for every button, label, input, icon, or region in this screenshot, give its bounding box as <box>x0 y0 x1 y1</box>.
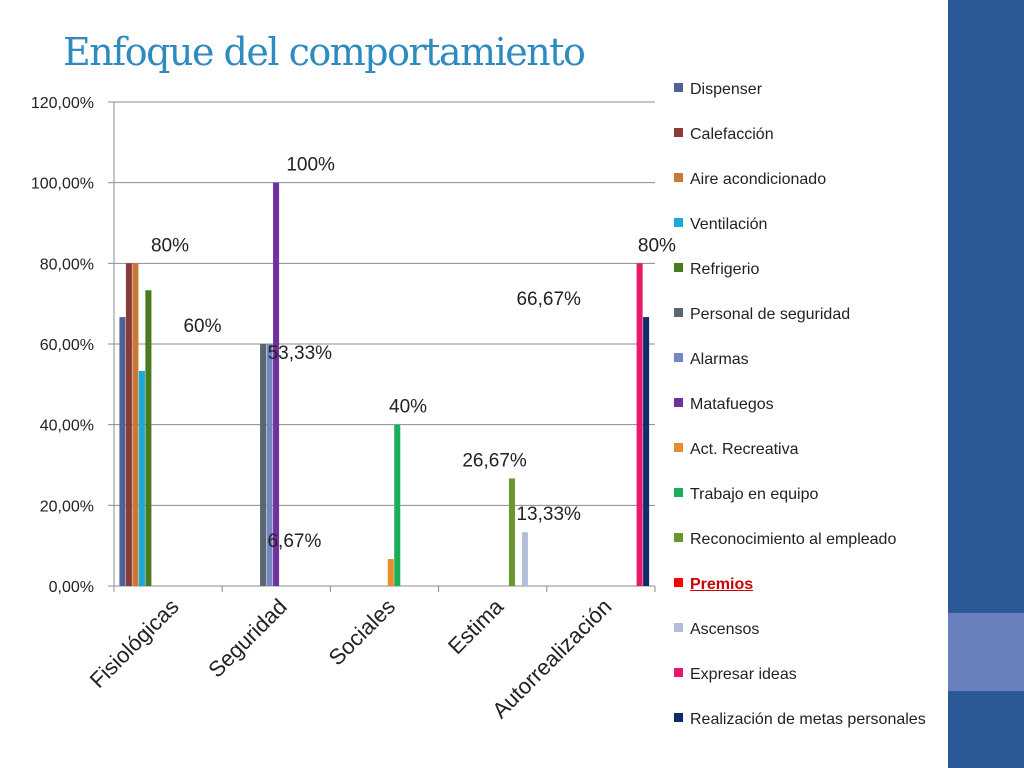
legend-swatch <box>674 578 683 587</box>
legend-swatch <box>674 668 683 677</box>
legend-swatch <box>674 263 683 272</box>
legend-label: Expresar ideas <box>690 666 797 683</box>
legend-label: Reconocimiento al empleado <box>690 531 897 548</box>
legend-item: Aire acondicionado <box>674 168 944 191</box>
data-label: 60% <box>183 316 221 337</box>
data-label: 66,67% <box>516 289 581 310</box>
legend-item: Matafuegos <box>674 393 944 416</box>
legend-label: Premios <box>690 576 754 593</box>
data-label: 100% <box>286 155 335 176</box>
side-decoration-middle <box>948 613 1024 691</box>
bar <box>125 263 132 586</box>
legend-item: Dispenser <box>674 78 944 101</box>
x-category-label: Autorrealización <box>487 594 616 723</box>
legend-item: Ventilación <box>674 213 944 236</box>
data-label: 6,67% <box>267 531 321 552</box>
legend-label: Ascensos <box>690 621 760 638</box>
legend-swatch <box>674 623 683 632</box>
legend-swatch <box>674 218 683 227</box>
bar <box>119 317 126 586</box>
x-category-label: Fisiológicas <box>85 594 184 693</box>
legend-swatch <box>674 83 683 92</box>
side-decoration <box>948 0 1024 768</box>
legend-item: Ascensos <box>674 618 944 641</box>
y-tick-label: 20,00% <box>40 498 94 515</box>
legend-item: Calefacción <box>674 123 944 146</box>
slide-title: Enfoque del comportamiento <box>63 30 586 74</box>
side-decoration-top <box>948 0 1024 613</box>
y-tick-label: 80,00% <box>40 256 94 273</box>
data-label: 26,67% <box>462 450 527 471</box>
legend-swatch <box>674 173 683 182</box>
legend-swatch <box>674 128 683 137</box>
legend-item: Trabajo en equipo <box>674 483 944 506</box>
legend-item: Premios <box>674 573 944 596</box>
legend-label: Personal de seguridad <box>690 306 851 323</box>
x-category-label: Estima <box>443 593 509 659</box>
bar <box>273 182 280 586</box>
legend-swatch <box>674 308 683 317</box>
legend-swatch <box>674 353 683 362</box>
legend-swatch <box>674 533 683 542</box>
legend-label: Refrigerio <box>690 261 760 278</box>
side-decoration-bottom <box>948 691 1024 768</box>
legend-swatch <box>674 713 683 722</box>
x-category-label: Sociales <box>324 594 400 670</box>
y-tick-label: 0,00% <box>49 579 94 596</box>
legend-swatch <box>674 398 683 407</box>
y-tick-label: 60,00% <box>40 337 94 354</box>
legend-swatch <box>674 488 683 497</box>
bar <box>394 424 401 586</box>
bar <box>260 344 267 586</box>
legend-item: Realización de metas personales <box>674 708 944 731</box>
bar <box>387 559 394 586</box>
data-label: 80% <box>638 235 676 256</box>
legend-label: Calefacción <box>690 126 774 143</box>
legend-label: Aire acondicionado <box>690 171 827 188</box>
legend-label: Alarmas <box>690 351 749 368</box>
x-category-label: Seguridad <box>203 594 292 683</box>
data-label: 53,33% <box>268 343 333 364</box>
y-tick-label: 40,00% <box>40 418 94 435</box>
bar <box>521 532 528 586</box>
legend-item: Refrigerio <box>674 258 944 281</box>
legend-item: Reconocimiento al empleado <box>674 528 944 551</box>
bar <box>636 263 643 586</box>
legend-label: Dispenser <box>690 81 763 98</box>
data-label: 13,33% <box>516 504 581 525</box>
bar <box>643 317 650 586</box>
bar <box>132 263 139 586</box>
y-tick-label: 100,00% <box>31 176 94 193</box>
legend-label: Ventilación <box>690 216 768 233</box>
y-tick-label: 120,00% <box>31 95 94 112</box>
bar <box>266 344 273 586</box>
legend-swatch <box>674 443 683 452</box>
bar <box>145 290 152 586</box>
legend-label: Trabajo en equipo <box>690 486 819 503</box>
legend-item: Expresar ideas <box>674 663 944 686</box>
legend-label: Realización de metas personales <box>690 711 926 728</box>
legend-item: Alarmas <box>674 348 944 371</box>
bar <box>138 370 145 586</box>
data-label: 40% <box>389 397 427 418</box>
legend-item: Personal de seguridad <box>674 303 944 326</box>
legend-label: Matafuegos <box>690 396 774 413</box>
bar <box>508 478 515 586</box>
legend-item: Act. Recreativa <box>674 438 944 461</box>
data-label: 80% <box>151 235 189 256</box>
legend-label: Act. Recreativa <box>690 441 799 458</box>
bar-chart: 0,00% 20,00% 40,00% 60,00% 80,00% 100,00% 120,… <box>31 95 676 723</box>
